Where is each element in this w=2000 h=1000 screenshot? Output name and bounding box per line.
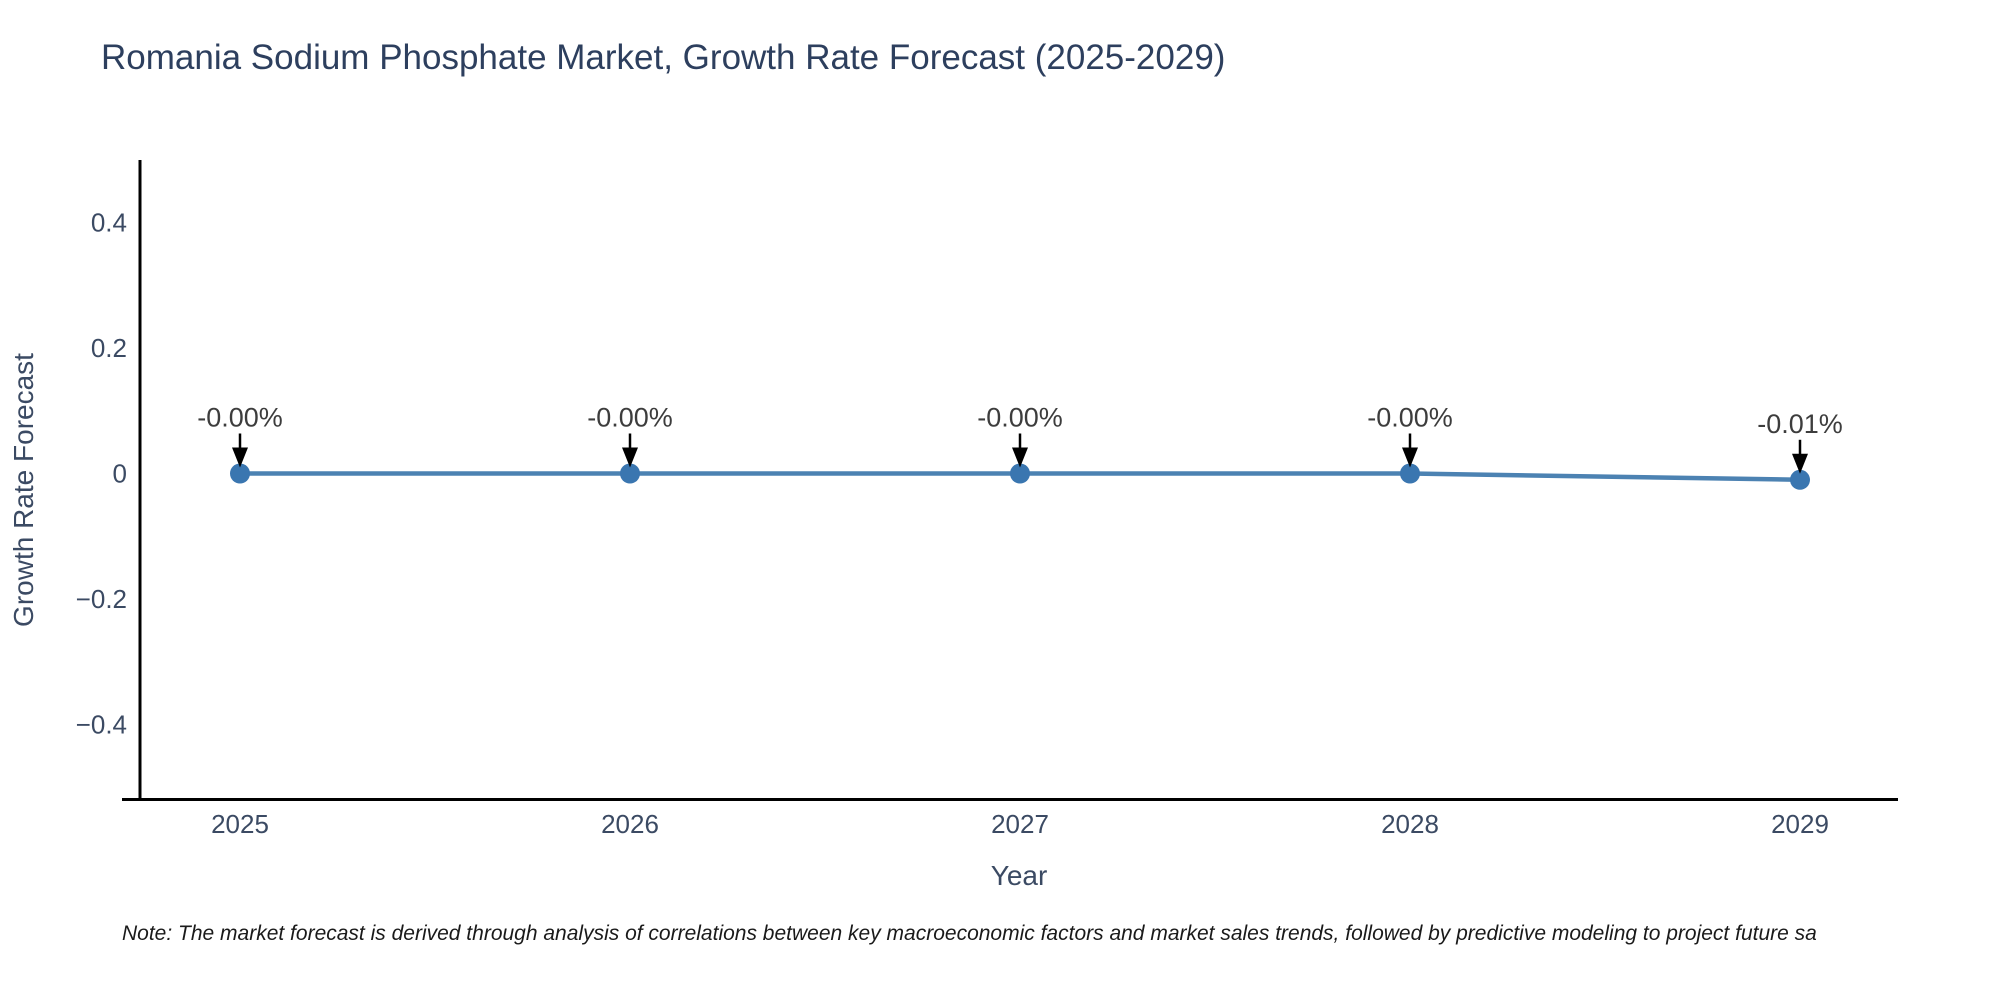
y-tick-label: 0.4 <box>91 208 127 238</box>
data-point-marker <box>1790 469 1810 490</box>
x-tick-label: 2027 <box>991 809 1049 839</box>
x-tick-label: 2029 <box>1771 809 1829 839</box>
y-tick-label: −0.2 <box>76 584 127 614</box>
x-tick-label: 2028 <box>1381 809 1439 839</box>
data-point-marker <box>1400 463 1420 484</box>
x-axis-title: Year <box>990 860 1048 891</box>
annotation-arrowhead-icon <box>1402 447 1418 468</box>
annotation-arrowhead-icon <box>1012 447 1028 468</box>
annotation-arrowhead-icon <box>622 447 638 468</box>
x-tick-label: 2025 <box>211 809 269 839</box>
chart-title: Romania Sodium Phosphate Market, Growth … <box>101 38 1226 77</box>
annotation-arrowhead-icon <box>1792 453 1808 474</box>
annotation-label: -0.00% <box>587 403 673 433</box>
annotation-label: -0.00% <box>197 403 283 433</box>
y-tick-label: −0.4 <box>76 710 127 740</box>
footnote: Note: The market forecast is derived thr… <box>122 922 1817 945</box>
annotation-label: -0.00% <box>977 403 1063 433</box>
y-axis-title: Growth Rate Forecast <box>8 353 39 627</box>
data-point-marker <box>1010 463 1030 484</box>
data-point-marker <box>230 463 250 484</box>
y-tick-label: 0 <box>113 459 127 489</box>
y-tick-label: 0.2 <box>91 333 127 363</box>
data-point-marker <box>620 463 640 484</box>
annotation-label: -0.01% <box>1757 409 1843 439</box>
annotation-arrowhead-icon <box>232 447 248 468</box>
annotation-label: -0.00% <box>1367 403 1453 433</box>
x-tick-label: 2026 <box>601 809 659 839</box>
